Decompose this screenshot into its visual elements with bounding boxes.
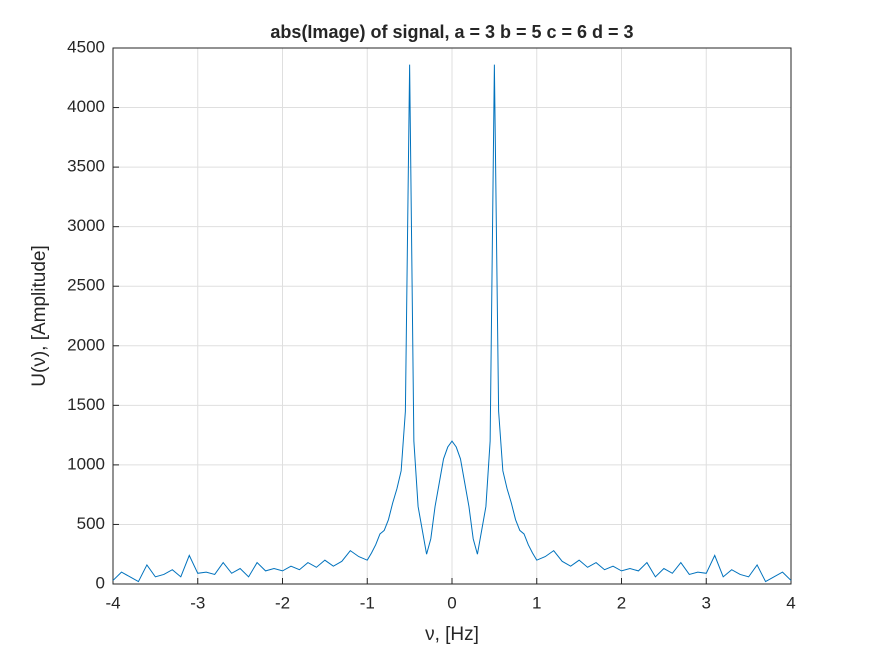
y-tick-label: 2500 bbox=[67, 276, 105, 295]
y-tick-label: 3000 bbox=[67, 216, 105, 235]
plot-frame bbox=[112, 47, 792, 585]
y-tick-label: 3500 bbox=[67, 157, 105, 176]
x-tick-label: 1 bbox=[532, 593, 541, 612]
line-series bbox=[112, 64, 792, 583]
y-tick-label: 1000 bbox=[67, 454, 105, 473]
x-tick-label: 4 bbox=[786, 593, 795, 612]
y-tick-label: 0 bbox=[96, 573, 105, 592]
x-tick-label: 2 bbox=[617, 593, 626, 612]
y-tick-label: 2000 bbox=[67, 335, 105, 354]
y-tick-label: 4000 bbox=[67, 97, 105, 116]
x-axis-label: ν, [Hz] bbox=[425, 624, 479, 645]
x-tick-label: -3 bbox=[190, 593, 205, 612]
y-tick-label: 500 bbox=[77, 514, 105, 533]
x-tick-label: -2 bbox=[275, 593, 290, 612]
x-tick-label: -4 bbox=[105, 593, 120, 612]
y-tick-label: 4500 bbox=[67, 37, 105, 56]
x-tick-label: 0 bbox=[447, 593, 456, 612]
y-tick-label: 1500 bbox=[67, 395, 105, 414]
x-tick-label: 3 bbox=[702, 593, 711, 612]
y-axis-label: U(ν), [Amplitude] bbox=[29, 245, 50, 386]
chart-title: abs(Image) of signal, a = 3 b = 5 c = 6 … bbox=[270, 22, 633, 42]
x-tick-label: -1 bbox=[360, 593, 375, 612]
